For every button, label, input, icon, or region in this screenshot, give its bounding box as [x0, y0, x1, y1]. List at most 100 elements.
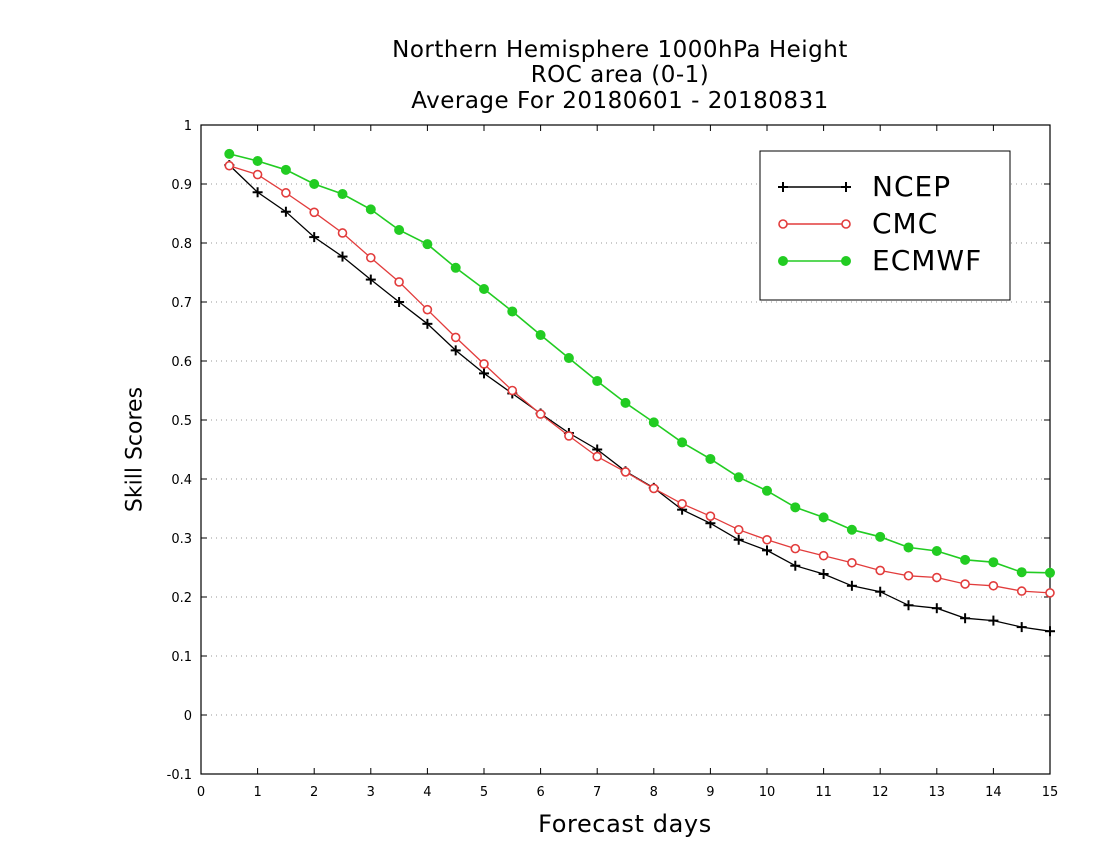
- legend-marker-ecmwf: [778, 256, 788, 266]
- y-tick-label: 0.6: [171, 355, 192, 370]
- data-point-cmc: [875, 565, 886, 576]
- series-cmc: [224, 160, 1055, 598]
- data-point-cmc: [960, 579, 970, 589]
- x-tick-label: 15: [1042, 785, 1059, 800]
- data-point-ecmwf: [337, 189, 348, 200]
- y-tick-label: 0: [184, 709, 192, 724]
- data-point-ecmwf: [1045, 567, 1055, 578]
- data-point-ecmwf: [846, 524, 857, 535]
- data-point-ecmwf: [733, 472, 744, 483]
- data-point-ecmwf: [1016, 567, 1027, 578]
- data-point-cmc: [422, 304, 433, 315]
- data-point-ecmwf: [818, 512, 829, 523]
- plot-frame: [200, 124, 1051, 775]
- data-point-cmc: [648, 483, 659, 494]
- data-point-cmc: [394, 277, 404, 287]
- y-tick-label: -0.1: [167, 768, 192, 783]
- data-point-ecmwf: [252, 155, 263, 166]
- legend-marker-cmc: [841, 219, 851, 229]
- x-tick-label: 3: [367, 785, 375, 800]
- data-point-ecmwf: [875, 531, 886, 542]
- y-tick-label: 0.3: [171, 532, 192, 547]
- data-point-ecmwf: [705, 453, 716, 464]
- data-point-ecmwf: [903, 542, 914, 553]
- y-tick-label: 0.8: [171, 237, 192, 252]
- chart-date-range: Average For 20180601 - 20180831: [411, 88, 829, 114]
- legend-label-cmc: CMC: [872, 207, 939, 240]
- x-tick-label: 11: [815, 785, 832, 800]
- legend: [759, 150, 1011, 301]
- x-tick-label: 0: [197, 785, 205, 800]
- x-tick-label: 12: [872, 785, 889, 800]
- data-point-cmc: [931, 572, 942, 583]
- data-point-cmc: [620, 467, 631, 477]
- legend-label-ncep: NCEP: [872, 170, 952, 203]
- legend-marker-cmc: [778, 219, 788, 229]
- data-point-cmc: [903, 570, 914, 581]
- data-point-ecmwf: [592, 376, 603, 387]
- data-point-ecmwf: [535, 330, 546, 341]
- data-point-cmc: [1045, 588, 1055, 598]
- data-point-ecmwf: [988, 557, 999, 568]
- data-point-cmc: [733, 524, 744, 535]
- data-point-cmc: [988, 580, 999, 591]
- legend-marker-ecmwf: [841, 256, 851, 266]
- data-point-cmc: [818, 550, 829, 561]
- y-tick-label: 0.2: [171, 591, 192, 606]
- x-tick-label: 5: [480, 785, 488, 800]
- y-tick-label: 0.5: [171, 414, 192, 429]
- series: [224, 148, 1055, 637]
- data-point-ecmwf: [450, 262, 461, 273]
- data-point-ecmwf: [563, 353, 574, 364]
- data-point-ecmwf: [677, 437, 688, 448]
- y-tick-label: 0.9: [171, 178, 192, 193]
- data-point-cmc: [705, 511, 716, 521]
- x-tick-label: 10: [759, 785, 776, 800]
- x-tick-label: 6: [536, 785, 544, 800]
- y-tick-label: 0.7: [171, 296, 192, 311]
- data-point-cmc: [224, 160, 235, 171]
- legend-label-ecmwf: ECMWF: [872, 244, 983, 277]
- x-tick-label: 8: [650, 785, 658, 800]
- data-point-ecmwf: [931, 545, 942, 556]
- data-point-cmc: [365, 252, 376, 263]
- data-point-cmc: [337, 228, 348, 238]
- x-tick-label: 13: [929, 785, 946, 800]
- data-point-cmc: [762, 534, 772, 545]
- data-point-ecmwf: [365, 204, 376, 215]
- x-tick-label: 1: [253, 785, 261, 800]
- data-point-cmc: [309, 207, 320, 218]
- data-point-ecmwf: [309, 179, 320, 189]
- chart-subtitle: ROC area (0-1): [530, 62, 710, 88]
- data-point-cmc: [1016, 586, 1027, 596]
- data-point-cmc: [564, 431, 574, 441]
- data-point-ecmwf: [394, 225, 405, 236]
- data-point-cmc: [479, 359, 489, 369]
- data-point-ecmwf: [280, 164, 291, 175]
- x-tick-label: 14: [985, 785, 1002, 800]
- data-point-cmc: [450, 332, 461, 343]
- series-ecmwf: [224, 148, 1055, 578]
- x-tick-label: 9: [706, 785, 714, 800]
- data-point-ecmwf: [479, 284, 489, 295]
- data-point-cmc: [252, 169, 263, 180]
- y-tick-label: 0.4: [171, 473, 192, 488]
- data-point-ecmwf: [960, 554, 971, 565]
- data-point-cmc: [535, 409, 546, 419]
- x-axis-label: Forecast days: [538, 810, 712, 838]
- data-point-ecmwf: [620, 397, 631, 408]
- data-point-ecmwf: [224, 148, 235, 159]
- data-point-cmc: [790, 543, 801, 554]
- axis-ticks: -0.100.10.20.30.40.50.60.70.80.910 1 2 3 4 5 6…: [167, 119, 1059, 800]
- data-point-ecmwf: [790, 502, 801, 513]
- data-point-cmc: [281, 188, 291, 198]
- data-point-ecmwf: [762, 485, 772, 496]
- data-point-cmc: [592, 451, 603, 462]
- data-point-ecmwf: [648, 417, 659, 428]
- data-point-ecmwf: [422, 239, 433, 250]
- x-tick-label: 4: [423, 785, 431, 800]
- x-tick-label: 2: [310, 785, 318, 800]
- chart-title: Northern Hemisphere 1000hPa Height: [392, 37, 848, 63]
- data-point-cmc: [677, 498, 687, 509]
